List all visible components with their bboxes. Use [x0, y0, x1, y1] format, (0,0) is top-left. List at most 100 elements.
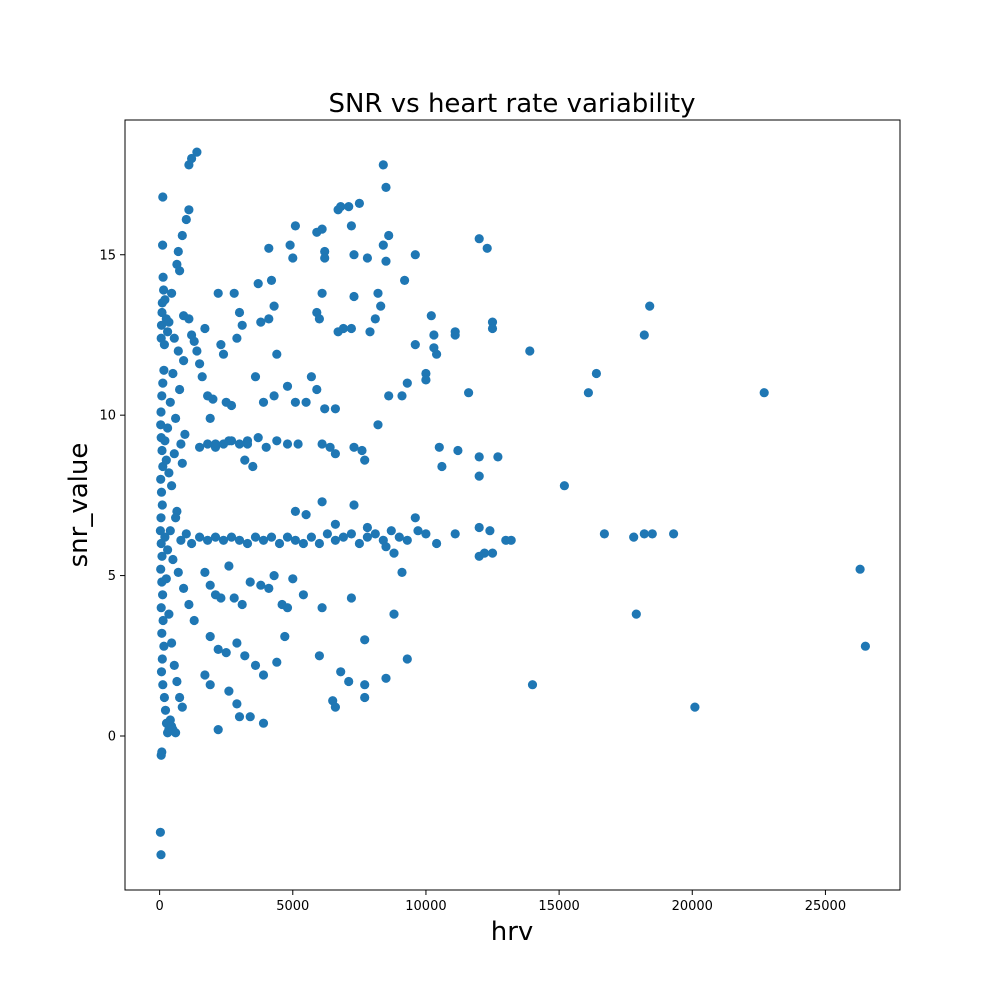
scatter-point	[173, 246, 183, 257]
scatter-point	[429, 330, 439, 340]
scatter-point	[216, 593, 226, 603]
scatter-point	[218, 535, 229, 545]
scatter-point	[285, 240, 295, 250]
scatter-point	[389, 609, 399, 619]
scatter-point	[317, 497, 327, 507]
scatter-point	[240, 455, 250, 465]
scatter-point	[410, 513, 420, 523]
scatter-point	[156, 564, 166, 574]
scatter-point	[690, 702, 700, 712]
scatter-point	[197, 372, 207, 382]
scatter-point	[173, 346, 183, 356]
scatter-point	[266, 275, 277, 285]
scatter-point	[645, 301, 655, 311]
scatter-point	[346, 221, 356, 231]
x-tick-label: 10000	[405, 899, 446, 914]
scatter-point	[344, 202, 354, 212]
y-tick-label: 15	[99, 248, 116, 263]
scatter-point	[453, 445, 463, 456]
scatter-point	[487, 548, 498, 558]
scatter-point	[346, 529, 356, 539]
scatter-point	[349, 500, 359, 510]
scatter-point	[160, 436, 170, 446]
scatter-point	[165, 526, 175, 536]
scatter-point	[164, 609, 174, 619]
scatter-point	[158, 378, 168, 388]
scatter-point	[203, 439, 213, 449]
scatter-point	[158, 272, 168, 282]
scatter-point	[189, 336, 199, 346]
scatter-point	[362, 522, 372, 533]
scatter-point	[410, 340, 420, 350]
scatter-point	[272, 349, 282, 359]
scatter-point	[330, 404, 340, 414]
scatter-point	[159, 365, 169, 375]
x-tick-label: 25000	[805, 899, 846, 914]
scatter-point	[269, 571, 279, 581]
scatter-point	[184, 599, 194, 610]
scatter-point	[559, 481, 570, 491]
scatter-point	[317, 439, 327, 449]
scatter-point	[205, 580, 215, 590]
scatter-point	[487, 317, 498, 327]
scatter-point	[312, 384, 322, 395]
scatter-point	[234, 307, 245, 318]
scatter-point	[192, 147, 202, 157]
scatter-point	[485, 526, 495, 536]
scatter-point	[487, 323, 498, 334]
scatter-point	[237, 320, 247, 330]
scatter-point	[226, 436, 237, 446]
scatter-point	[175, 692, 185, 703]
y-axis-label: snr_value	[64, 443, 94, 568]
scatter-point	[155, 827, 165, 837]
scatter-point	[237, 599, 247, 610]
scatter-point	[482, 243, 492, 253]
y-tick-label: 0	[108, 730, 116, 745]
scatter-point	[159, 692, 169, 703]
scatter-point	[167, 638, 177, 648]
scatter-point	[250, 660, 261, 671]
scatter-point	[156, 407, 166, 417]
scatter-point	[338, 532, 348, 542]
scatter-point	[639, 529, 649, 539]
scatter-point	[172, 676, 182, 687]
scatter-point	[156, 474, 166, 484]
scatter-point	[282, 532, 293, 542]
scatter-point	[161, 574, 171, 584]
scatter-point	[210, 532, 221, 542]
scatter-point	[163, 423, 173, 433]
scatter-point	[177, 702, 187, 712]
scatter-point	[583, 388, 594, 398]
scatter-point	[232, 699, 242, 709]
scatter-point	[381, 542, 391, 552]
scatter-point	[167, 288, 177, 298]
scatter-point	[479, 548, 490, 558]
scatter-point	[349, 291, 359, 302]
scatter-point	[314, 314, 324, 324]
scatter-point	[370, 529, 380, 539]
scatter-point	[330, 449, 340, 459]
scatter-point	[156, 850, 166, 860]
scatter-point	[389, 548, 399, 558]
scatter-point	[245, 577, 255, 587]
scatter-point	[181, 529, 191, 539]
scatter-point	[506, 535, 516, 545]
scatter-point	[168, 368, 178, 379]
scatter-point	[242, 439, 253, 449]
scatter-point	[306, 372, 316, 382]
x-tick-label: 15000	[538, 899, 579, 914]
scatter-point	[200, 323, 210, 334]
scatter-point	[171, 728, 181, 738]
scatter-point	[346, 593, 356, 603]
scatter-point	[160, 532, 170, 542]
scatter-point	[290, 506, 300, 516]
scatter-point	[158, 590, 168, 600]
scatter-point	[164, 317, 174, 327]
scatter-point	[282, 439, 293, 449]
scatter-point	[159, 641, 169, 651]
scatter-point	[264, 243, 274, 253]
scatter-point	[402, 378, 412, 388]
scatter-point	[464, 388, 474, 398]
scatter-point	[317, 288, 327, 298]
scatter-point	[158, 615, 168, 626]
